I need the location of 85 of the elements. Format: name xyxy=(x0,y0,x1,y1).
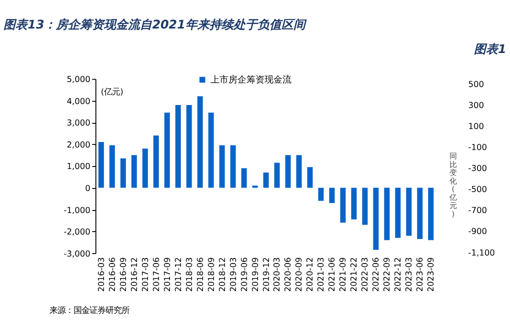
y-tick-label: 5,000 xyxy=(66,74,90,84)
bar xyxy=(98,142,104,188)
source-note: 来源：国金证券研究所 xyxy=(50,304,130,315)
x-tick-label: 2021-22 xyxy=(348,257,359,292)
bar xyxy=(340,188,346,223)
x-tick-label: 2018-06 xyxy=(194,257,205,292)
x-tick-label: 2018-03 xyxy=(184,257,194,292)
bar xyxy=(417,188,423,239)
x-tick-label: 2019-09 xyxy=(250,257,260,292)
bar xyxy=(307,167,313,188)
y2-tick-label: -300 xyxy=(468,163,487,174)
x-tick-label: 2018-12 xyxy=(216,257,227,292)
y-tick-label: 1,000 xyxy=(66,161,90,172)
y-tick-label: 4,000 xyxy=(66,96,90,106)
x-tick-label: 2022-06 xyxy=(370,257,381,292)
bar xyxy=(329,188,335,204)
x-tick-label: 2020-03 xyxy=(272,257,282,292)
bar xyxy=(186,105,192,188)
x-tick-label: 2016-06 xyxy=(106,257,117,292)
x-tick-label: 2021-03 xyxy=(316,257,326,292)
y2-tick-label: -900 xyxy=(468,226,487,236)
bar xyxy=(230,145,236,188)
bar xyxy=(175,105,181,188)
x-tick-label: 2020-09 xyxy=(294,257,304,292)
bar xyxy=(120,158,126,188)
y-tick-label: 0 xyxy=(85,182,90,193)
bar xyxy=(219,145,225,188)
bar xyxy=(285,155,291,188)
y2-tick-label: -1,100 xyxy=(468,247,495,258)
x-tick-label: 2019-12 xyxy=(260,257,271,292)
y-tick-label: -3,000 xyxy=(64,248,90,258)
bar xyxy=(362,188,368,225)
x-tick-label: 2017-06 xyxy=(150,257,161,292)
y2-tick-label: -500 xyxy=(468,184,487,194)
y2-tick-label: 500 xyxy=(468,78,484,89)
x-tick-label: 2022-03 xyxy=(360,257,370,292)
x-tick-label: 2016-09 xyxy=(118,257,128,292)
bar xyxy=(428,188,434,240)
bar xyxy=(274,162,280,188)
y2-tick-label: -700 xyxy=(468,205,487,216)
x-tick-label: 2019-06 xyxy=(238,257,249,292)
x-tick-label: 2021-06 xyxy=(326,257,337,292)
bar xyxy=(406,188,412,236)
bar xyxy=(241,168,247,188)
bar xyxy=(197,96,203,188)
bar xyxy=(208,112,214,188)
x-tick-label: 2023-06 xyxy=(414,257,425,292)
bar xyxy=(351,188,357,220)
bar xyxy=(153,136,159,188)
y2-axis-title: 同比变化(亿元) xyxy=(448,152,457,218)
bar xyxy=(263,172,269,188)
bar xyxy=(318,188,324,201)
y2-tick-label: 300 xyxy=(468,100,484,110)
bar xyxy=(131,155,137,188)
y-axis-title: (亿元) xyxy=(100,86,124,96)
x-tick-label: 2019-03 xyxy=(228,257,238,292)
y-tick-label: -1,000 xyxy=(64,204,90,215)
x-tick-label: 2017-09 xyxy=(162,257,172,292)
x-tick-label: 2022-09 xyxy=(382,257,392,292)
x-tick-label: 2023-03 xyxy=(404,257,414,292)
y-tick-label: -2,000 xyxy=(64,226,90,237)
chart-title: 图表13：房企筹资现金流自2021年来持续处于负值区间 xyxy=(4,17,308,32)
x-tick-label: 2018-09 xyxy=(206,257,216,292)
x-tick-label: 2016-03 xyxy=(96,257,106,292)
bar xyxy=(395,188,401,238)
x-tick-label: 2017-03 xyxy=(140,257,150,292)
y-tick-label: 2,000 xyxy=(66,139,90,150)
bar xyxy=(164,112,170,188)
y2-tick-label: -100 xyxy=(468,142,487,152)
x-tick-label: 2017-12 xyxy=(172,257,183,292)
bar xyxy=(142,148,148,188)
x-tick-label: 2020-06 xyxy=(282,257,293,292)
legend-label: 上市房企筹资现金流 xyxy=(210,74,292,86)
x-tick-label: 2016-12 xyxy=(128,257,139,292)
bar xyxy=(296,155,302,188)
bar xyxy=(384,188,390,240)
bar xyxy=(109,145,115,188)
text: 图表1 xyxy=(474,42,506,56)
y-tick-label: 3,000 xyxy=(66,118,90,128)
y2-tick-label: 100 xyxy=(468,120,484,131)
x-tick-label: 2021-09 xyxy=(338,257,348,292)
x-tick-label: 2020-12 xyxy=(304,257,315,292)
x-tick-label: 2022-12 xyxy=(392,257,403,292)
x-tick-label: 2023-09 xyxy=(426,257,436,292)
bar xyxy=(373,188,379,250)
